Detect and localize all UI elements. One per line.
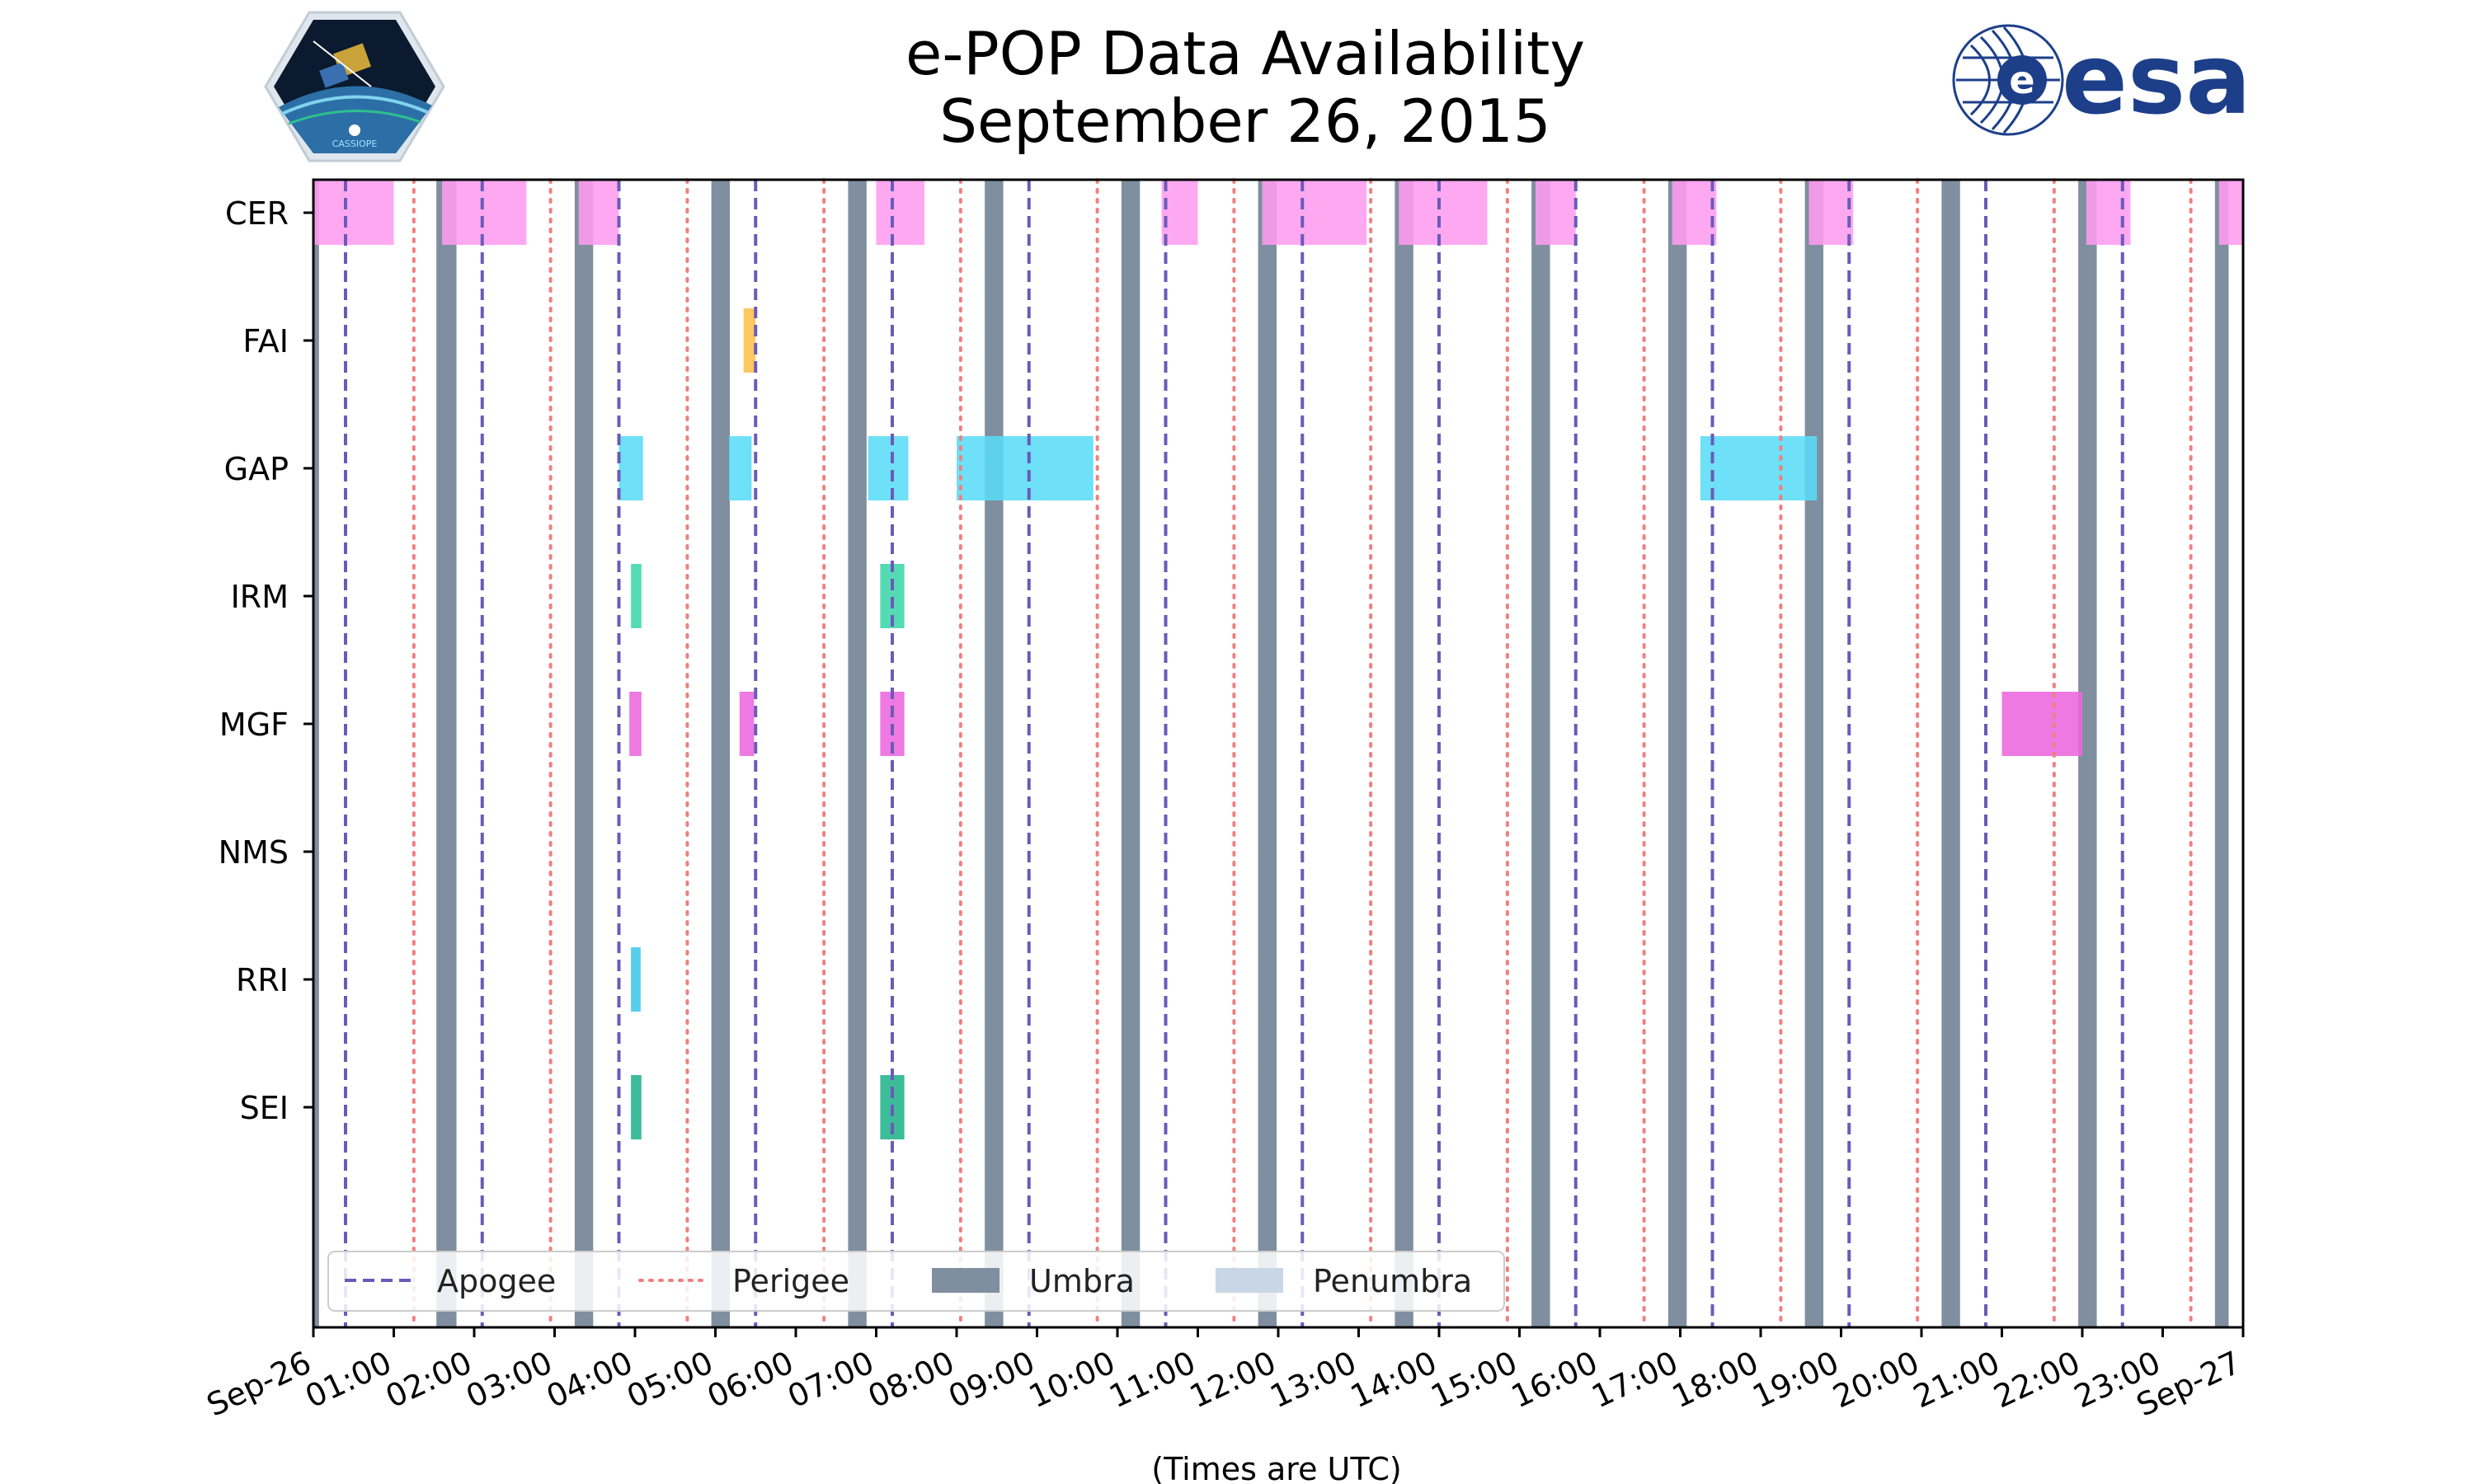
x-tick-label-12: 12:00 bbox=[1184, 1344, 1282, 1415]
y-tick-label-nms: NMS bbox=[219, 834, 289, 871]
y-tick-label-irm: IRM bbox=[231, 579, 289, 615]
bar-cer-3 bbox=[876, 181, 924, 245]
bar-mgf-3 bbox=[2001, 692, 2082, 756]
legend-apogee-label: Apogee bbox=[437, 1263, 556, 1299]
umbra-layer bbox=[313, 180, 2229, 1327]
x-tick-label-9: 09:00 bbox=[943, 1344, 1040, 1415]
x-tick-label-8: 08:00 bbox=[863, 1344, 960, 1415]
x-tick-label-21: 21:00 bbox=[1907, 1344, 2005, 1415]
umbra-band-13 bbox=[2078, 180, 2097, 1327]
umbra-band-7 bbox=[1258, 180, 1277, 1327]
x-tick-label-11: 11:00 bbox=[1103, 1344, 1201, 1415]
bar-gap-1 bbox=[729, 436, 752, 500]
legend-penumbra-swatch bbox=[1216, 1268, 1283, 1293]
legend-penumbra-label: Penumbra bbox=[1313, 1263, 1472, 1299]
bar-gap-3 bbox=[957, 436, 1094, 500]
orbit-lines-layer bbox=[344, 178, 2193, 1329]
umbra-band-6 bbox=[1121, 180, 1141, 1327]
chart-subtitle: September 26, 2015 bbox=[939, 87, 1550, 156]
umbra-band-12 bbox=[1941, 180, 1960, 1327]
x-tick-label-5: 05:00 bbox=[621, 1344, 718, 1415]
bar-cer-1 bbox=[442, 181, 527, 245]
x-tick-label-10: 10:00 bbox=[1023, 1344, 1121, 1415]
x-tick-label-13: 13:00 bbox=[1264, 1344, 1362, 1415]
x-tick-label-22: 22:00 bbox=[1988, 1344, 2086, 1415]
x-tick-label-16: 16:00 bbox=[1506, 1344, 1603, 1415]
umbra-band-9 bbox=[1531, 180, 1550, 1327]
legend: Apogee Perigee Umbra Penumbra bbox=[327, 1251, 1505, 1312]
legend-umbra-label: Umbra bbox=[1029, 1263, 1135, 1299]
x-tick-label-1: 01:00 bbox=[299, 1344, 397, 1415]
bar-cer-7 bbox=[1536, 181, 1576, 245]
y-axis: CER FAI GAP IRM MGF NMS RRI SEI bbox=[219, 195, 313, 1126]
x-tick-label-19: 19:00 bbox=[1747, 1344, 1844, 1415]
y-tick-label-mgf: MGF bbox=[219, 707, 289, 743]
bar-mgf-0 bbox=[629, 692, 642, 756]
y-tick-label-rri: RRI bbox=[236, 962, 289, 998]
bar-gap-0 bbox=[618, 436, 643, 500]
y-tick-label-cer: CER bbox=[225, 195, 289, 232]
bar-cer-2 bbox=[578, 181, 619, 245]
y-tick-label-sei: SEI bbox=[240, 1090, 289, 1126]
bar-irm-0 bbox=[631, 564, 642, 628]
cassiope-logo: CASSIOPE bbox=[264, 11, 445, 162]
esa-logo-text: esa bbox=[2062, 22, 2251, 136]
bars-layer bbox=[313, 181, 2243, 1139]
bar-rri-0 bbox=[631, 947, 641, 1012]
y-tick-label-gap: GAP bbox=[224, 451, 289, 487]
umbra-band-14 bbox=[2214, 180, 2229, 1327]
x-axis-label: (Times are UTC) bbox=[1151, 1451, 1401, 1484]
x-tick-label-6: 06:00 bbox=[702, 1344, 799, 1415]
umbra-band-0 bbox=[313, 180, 319, 1327]
x-axis: Sep-2601:0002:0003:0004:0005:0006:0007:0… bbox=[201, 1327, 2246, 1424]
legend-box bbox=[327, 1251, 1505, 1312]
legend-umbra-swatch bbox=[932, 1268, 999, 1293]
legend-perigee-label: Perigee bbox=[732, 1263, 849, 1299]
bar-fai-0 bbox=[743, 308, 756, 373]
y-tick-label-fai: FAI bbox=[242, 323, 289, 359]
umbra-band-5 bbox=[985, 180, 1004, 1327]
x-tick-label-14: 14:00 bbox=[1345, 1344, 1442, 1415]
x-tick-label-2: 02:00 bbox=[380, 1344, 477, 1415]
bar-cer-9 bbox=[1808, 181, 1854, 245]
bar-sei-0 bbox=[631, 1075, 642, 1139]
x-tick-label-7: 07:00 bbox=[782, 1344, 879, 1415]
bar-gap-4 bbox=[1700, 436, 1818, 500]
x-tick-label-3: 03:00 bbox=[460, 1344, 557, 1415]
bar-cer-8 bbox=[1672, 181, 1717, 245]
chart-title: e-POP Data Availability bbox=[905, 19, 1585, 88]
bar-cer-6 bbox=[1399, 181, 1488, 245]
umbra-band-1 bbox=[436, 180, 457, 1327]
satellite-icon bbox=[313, 40, 372, 88]
esa-globe-e: e bbox=[2009, 58, 2034, 102]
bar-mgf-1 bbox=[739, 692, 755, 756]
x-tick-label-18: 18:00 bbox=[1667, 1344, 1764, 1415]
x-tick-label-20: 20:00 bbox=[1827, 1344, 1925, 1415]
bar-cer-11 bbox=[2218, 181, 2243, 245]
umbra-band-3 bbox=[711, 180, 731, 1327]
x-tick-label-0: Sep-26 bbox=[201, 1344, 317, 1423]
umbra-band-11 bbox=[1804, 180, 1824, 1327]
umbra-band-10 bbox=[1667, 180, 1687, 1327]
bar-cer-4 bbox=[1161, 181, 1198, 245]
umbra-band-2 bbox=[574, 180, 594, 1327]
bar-gap-2 bbox=[868, 436, 909, 500]
x-tick-label-15: 15:00 bbox=[1425, 1344, 1522, 1415]
cassiope-logo-text: CASSIOPE bbox=[332, 139, 378, 149]
umbra-band-8 bbox=[1395, 180, 1413, 1327]
x-tick-label-17: 17:00 bbox=[1586, 1344, 1683, 1415]
x-tick-label-4: 04:00 bbox=[541, 1344, 638, 1415]
umbra-band-4 bbox=[848, 180, 867, 1327]
esa-logo: e esa bbox=[1952, 22, 2251, 136]
bar-cer-5 bbox=[1262, 181, 1367, 245]
bar-cer-0 bbox=[313, 181, 394, 245]
